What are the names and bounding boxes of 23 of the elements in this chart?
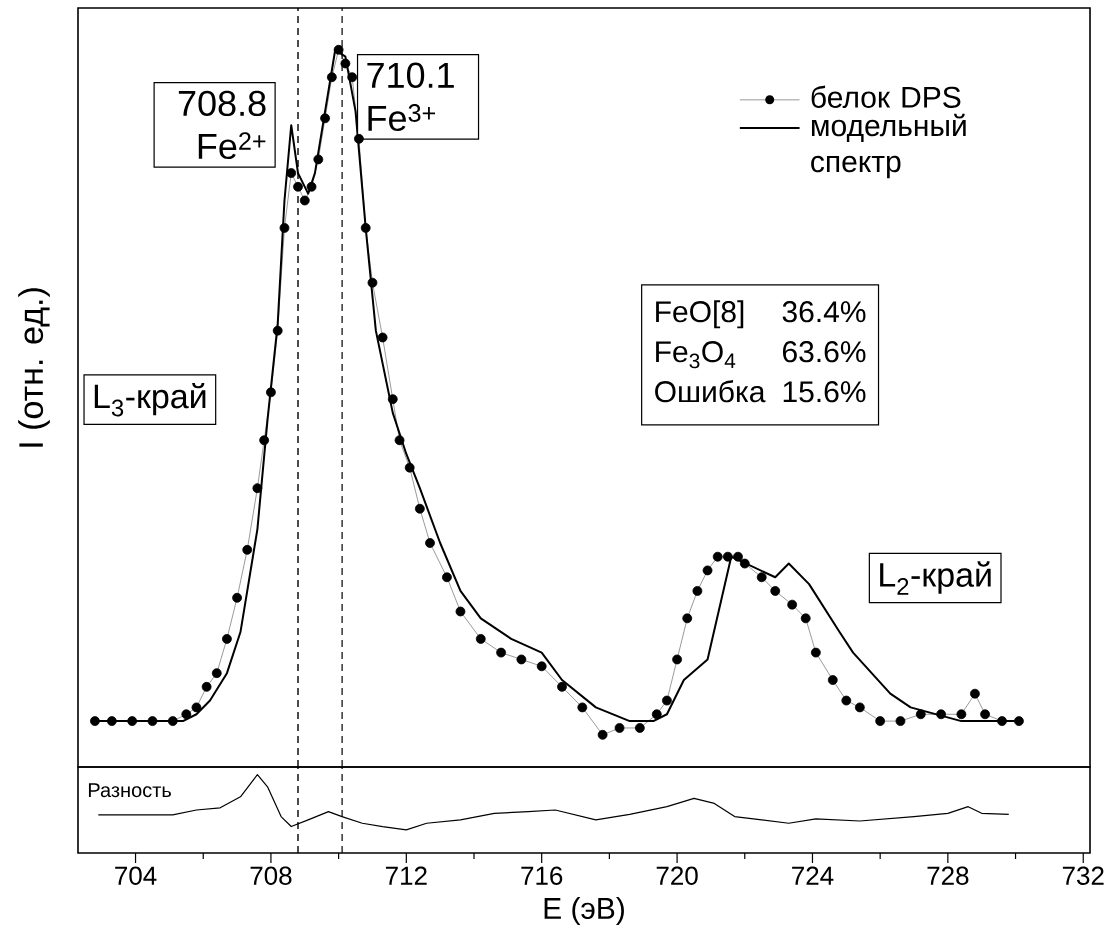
annotation: L$_{2}$-край xyxy=(880,561,991,595)
ref-line-label: 710.1 Fe$^{3+}$ xyxy=(367,62,454,132)
x-tick-label: 724 xyxy=(792,866,834,885)
legend-label: белок DPS xyxy=(811,85,961,108)
x-tick-label: 716 xyxy=(521,866,563,885)
annotation: Fe$_{3}$O$_{4}$ xyxy=(656,341,736,369)
x-tick-label: 728 xyxy=(927,866,969,885)
annotation: Ошибка xyxy=(655,380,766,403)
annotation: 36.4% xyxy=(782,301,866,323)
x-tick-label: 708 xyxy=(250,866,292,885)
x-tick-label: 720 xyxy=(656,866,698,885)
x-tick-label: 704 xyxy=(115,866,157,885)
legend-label: модельный спектр xyxy=(811,113,966,179)
annotation: L$_{3}$-край xyxy=(94,382,206,417)
annotation: FeO[8] xyxy=(656,300,744,329)
y-axis-title: I (отн. ед.) xyxy=(18,288,50,447)
x-tick-label: 732 xyxy=(1062,866,1104,885)
annotation: 15.6% xyxy=(783,381,866,403)
annotation: 63.6% xyxy=(782,341,866,363)
annotation: Разность xyxy=(88,783,171,798)
ref-line-label: 708.8 Fe$^{2+}$ xyxy=(178,90,266,160)
x-tick-label: 712 xyxy=(385,866,427,885)
x-axis-title: E (эВ) xyxy=(544,897,624,925)
